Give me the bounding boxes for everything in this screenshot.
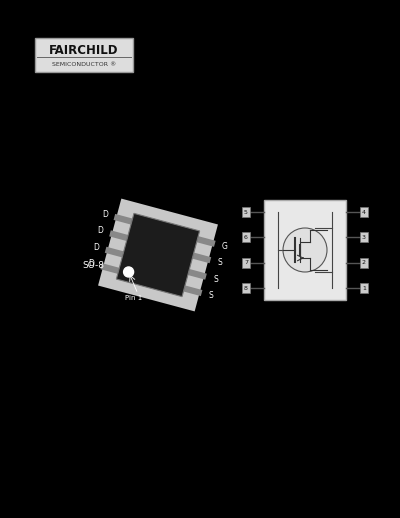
Bar bbox=[360, 233, 368, 242]
Text: Pin 1: Pin 1 bbox=[125, 295, 142, 301]
Circle shape bbox=[124, 267, 134, 277]
Text: 5: 5 bbox=[244, 209, 248, 214]
Text: D: D bbox=[97, 226, 103, 235]
Text: D: D bbox=[88, 259, 94, 268]
Bar bbox=[360, 207, 368, 217]
Text: 8: 8 bbox=[244, 285, 248, 291]
Text: D: D bbox=[93, 242, 99, 252]
Text: S: S bbox=[209, 291, 214, 300]
Text: FAIRCHILD: FAIRCHILD bbox=[49, 45, 119, 57]
Text: 4: 4 bbox=[362, 209, 366, 214]
Bar bbox=[360, 257, 368, 268]
Text: 2: 2 bbox=[362, 260, 366, 265]
Bar bbox=[264, 200, 346, 300]
Bar bbox=[242, 257, 250, 268]
Text: D: D bbox=[102, 210, 108, 219]
Bar bbox=[35, 38, 133, 72]
Text: S: S bbox=[218, 258, 222, 267]
Polygon shape bbox=[98, 198, 218, 311]
Text: 1: 1 bbox=[362, 285, 366, 291]
Circle shape bbox=[283, 228, 327, 272]
Text: 6: 6 bbox=[244, 235, 248, 240]
Text: SO-8: SO-8 bbox=[82, 261, 104, 269]
Text: SEMICONDUCTOR ®: SEMICONDUCTOR ® bbox=[52, 62, 116, 67]
Text: 3: 3 bbox=[362, 235, 366, 240]
Text: S: S bbox=[213, 275, 218, 284]
Text: 7: 7 bbox=[244, 260, 248, 265]
Bar bbox=[242, 233, 250, 242]
Bar bbox=[242, 207, 250, 217]
Bar bbox=[360, 283, 368, 293]
Bar bbox=[242, 283, 250, 293]
Text: G: G bbox=[222, 242, 228, 251]
Polygon shape bbox=[116, 213, 200, 297]
